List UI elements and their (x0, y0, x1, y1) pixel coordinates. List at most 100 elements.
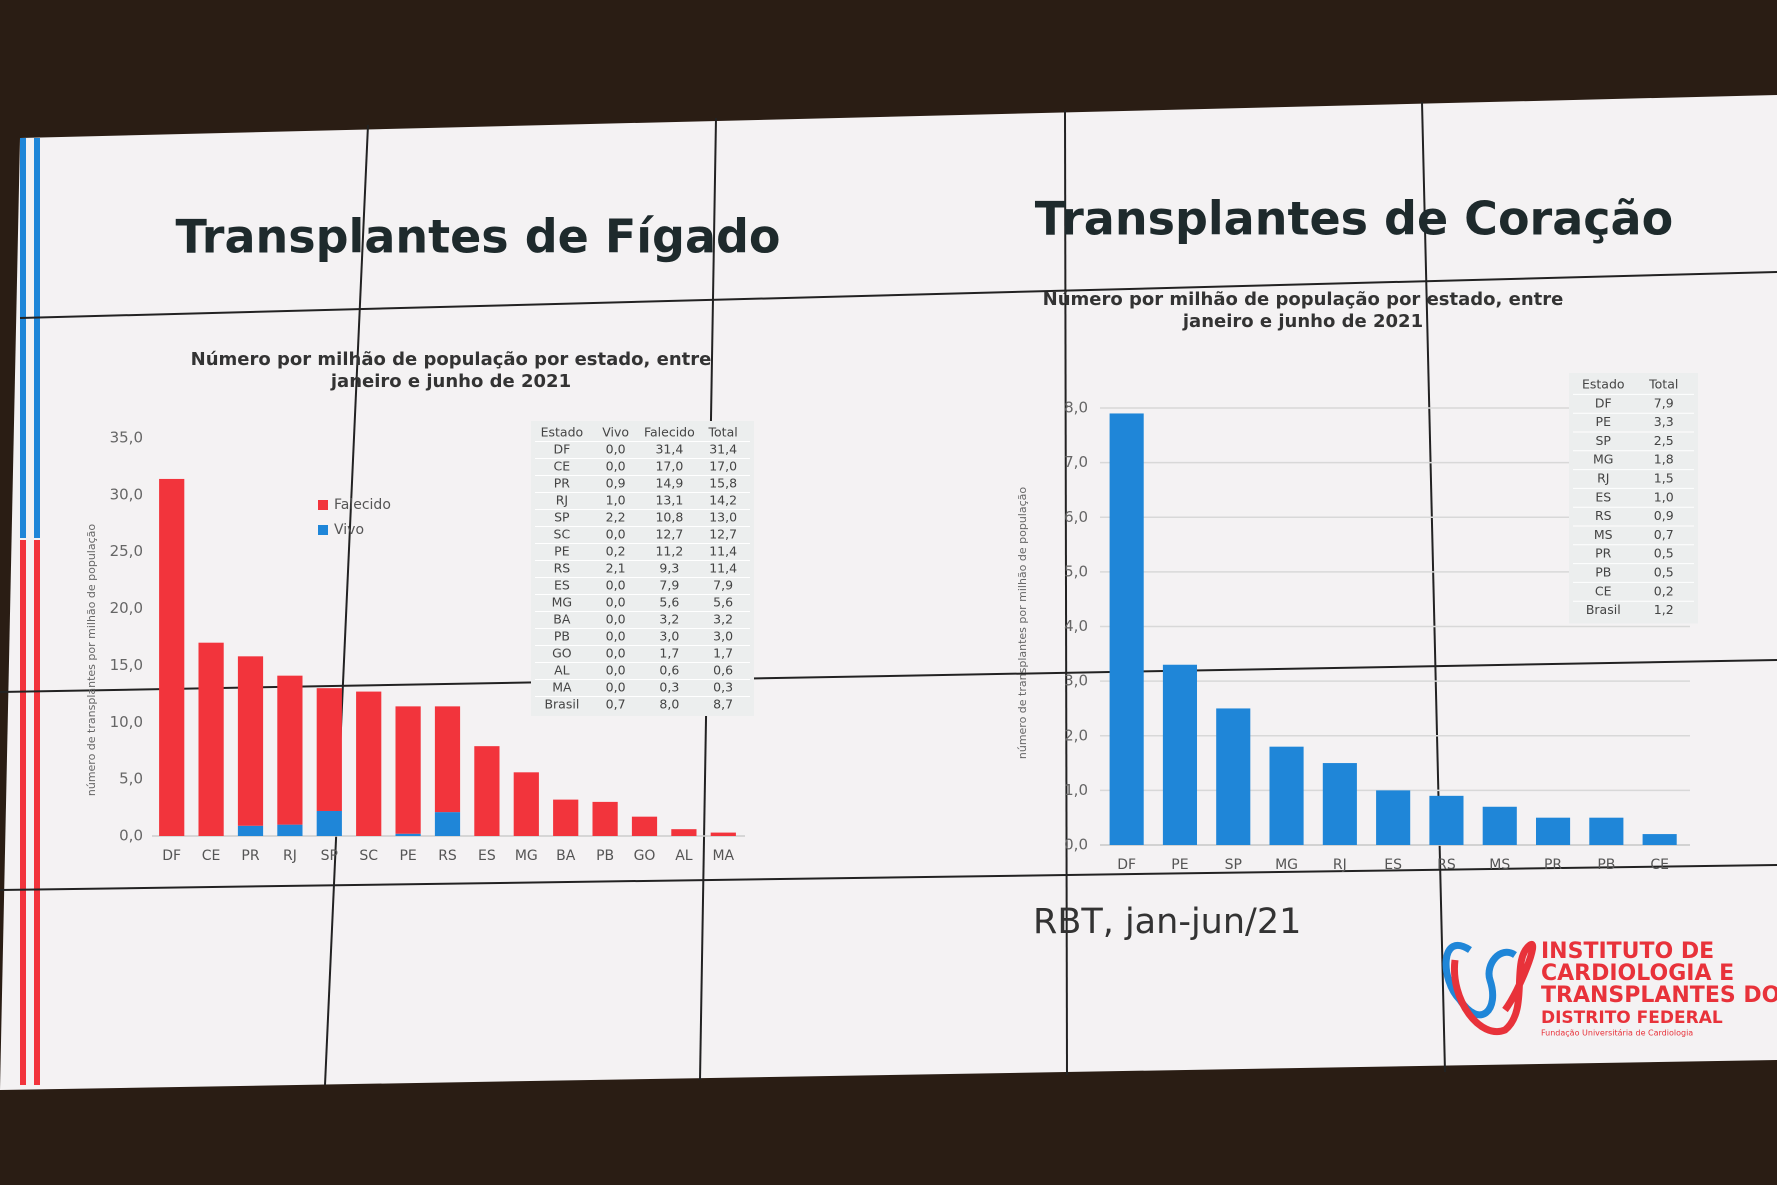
table-cell: 0,7 (1654, 527, 1674, 542)
table-cell: GO (552, 646, 572, 661)
source: RBT, jan-jun/21 (1033, 902, 1301, 942)
table-cell: PE (554, 544, 570, 559)
bar (1322, 763, 1357, 845)
table-cell: 2,2 (606, 510, 626, 525)
x-tick-label: GO (634, 848, 656, 864)
x-tick-label: DF (1117, 857, 1136, 873)
logo-text: DISTRITO FEDERAL (1541, 1008, 1723, 1028)
table-cell: 15,8 (709, 476, 737, 491)
table-cell: 0,9 (1654, 508, 1674, 523)
table-cell: 1,8 (1654, 452, 1674, 467)
bar-segment (237, 656, 264, 826)
table-cell: 0,9 (606, 476, 626, 491)
x-tick-label: ES (478, 848, 496, 864)
table-cell: 0,2 (1654, 583, 1674, 598)
bar-segment (159, 478, 185, 836)
x-tick-label: BA (556, 848, 576, 864)
x-tick-label: RS (1437, 857, 1456, 873)
table-cell: DF (553, 442, 570, 457)
x-tick-label: SC (359, 848, 378, 864)
x-tick-label: CE (1650, 857, 1669, 873)
table-cell: 11,2 (655, 544, 683, 559)
seam (1421, 101, 1446, 1073)
table-cell: 8,7 (713, 697, 733, 712)
bar-segment (631, 816, 658, 836)
x-tick-label: PE (399, 848, 416, 864)
table-cell: 0,0 (606, 663, 626, 678)
table-cell: SP (1596, 433, 1612, 448)
seam (19, 271, 1777, 319)
table-cell: 0,0 (606, 527, 626, 542)
table-cell: RS (554, 561, 571, 576)
bar-segment (553, 799, 579, 836)
table-cell: 0,2 (606, 544, 626, 559)
bar (1376, 790, 1411, 845)
x-tick-label: RJ (1333, 857, 1347, 873)
table-cell: MG (1593, 452, 1613, 467)
y-tick-label: 3,0 (1064, 672, 1088, 690)
x-tick-label: PB (596, 848, 614, 864)
table-cell: MG (552, 595, 572, 610)
table-cell: 0,0 (606, 680, 626, 695)
x-tick-label: PR (1544, 857, 1562, 873)
table-cell: 0,0 (606, 612, 626, 627)
bar-segment (316, 810, 342, 836)
table-cell: 10,8 (655, 510, 683, 525)
seam (0, 864, 1777, 891)
x-tick-label: MG (1275, 857, 1298, 873)
table-cell: 0,3 (659, 680, 679, 695)
bar (1642, 834, 1677, 845)
y-tick-label: 8,0 (1064, 399, 1088, 417)
table-cell: PR (1595, 546, 1612, 561)
table-cell: RS (1595, 508, 1612, 523)
stripe (34, 540, 40, 1085)
table-cell: 7,9 (1654, 395, 1674, 410)
table-cell: DF (1595, 395, 1612, 410)
table-cell: 14,9 (655, 476, 683, 491)
stripe (20, 138, 26, 538)
bar-segment (198, 642, 224, 836)
bar-segment (592, 801, 618, 836)
table-cell: 1,7 (659, 646, 679, 661)
table-cell: Brasil (1586, 602, 1621, 617)
table-cell: 13,0 (709, 510, 737, 525)
table-cell: 3,2 (713, 612, 733, 627)
bar-segment (277, 675, 303, 825)
logo-text: CARDIOLOGIA E (1541, 961, 1734, 986)
logo-text: Fundação Universitária de Cardiologia (1541, 1029, 1693, 1038)
table-cell: 3,0 (659, 629, 679, 644)
table-cell: 0,3 (713, 680, 733, 695)
table-cell: PR (554, 476, 571, 491)
stripe (34, 138, 40, 538)
chart-title: Transplantes de Coração (1035, 192, 1673, 246)
table-cell: 1,5 (1654, 471, 1674, 486)
table-header: Total (708, 425, 738, 440)
table-cell: 0,0 (606, 595, 626, 610)
table-cell: 3,3 (1654, 414, 1674, 429)
table-cell: 0,0 (606, 442, 626, 457)
y-tick-label: 0,0 (119, 827, 143, 845)
logo-stroke (1442, 941, 1517, 1019)
bar-segment (513, 772, 539, 836)
chart-subtitle: Número por milhão de população por estad… (1043, 289, 1564, 310)
bar-segment (434, 812, 461, 836)
table-cell: ES (554, 578, 570, 593)
table-cell: ES (1595, 489, 1611, 504)
table-cell: 7,9 (713, 578, 733, 593)
legend-label: Falecido (334, 497, 391, 513)
table-cell: PB (1595, 565, 1611, 580)
table-cell: 14,2 (709, 493, 737, 508)
bar-segment (356, 691, 382, 836)
table-cell: 0,6 (713, 663, 733, 678)
table-cell: 0,0 (606, 459, 626, 474)
table-cell: 12,7 (709, 527, 737, 542)
table-cell: 2,1 (606, 561, 626, 576)
table-background (1569, 373, 1698, 624)
table-cell: 0,0 (606, 629, 626, 644)
table-cell: CE (554, 459, 571, 474)
table-header: Total (1648, 377, 1678, 392)
chart-subtitle: janeiro e junho de 2021 (1182, 311, 1423, 332)
x-tick-label: RJ (283, 848, 297, 864)
bar-segment (474, 746, 500, 836)
y-tick-label: 7,0 (1064, 453, 1088, 471)
